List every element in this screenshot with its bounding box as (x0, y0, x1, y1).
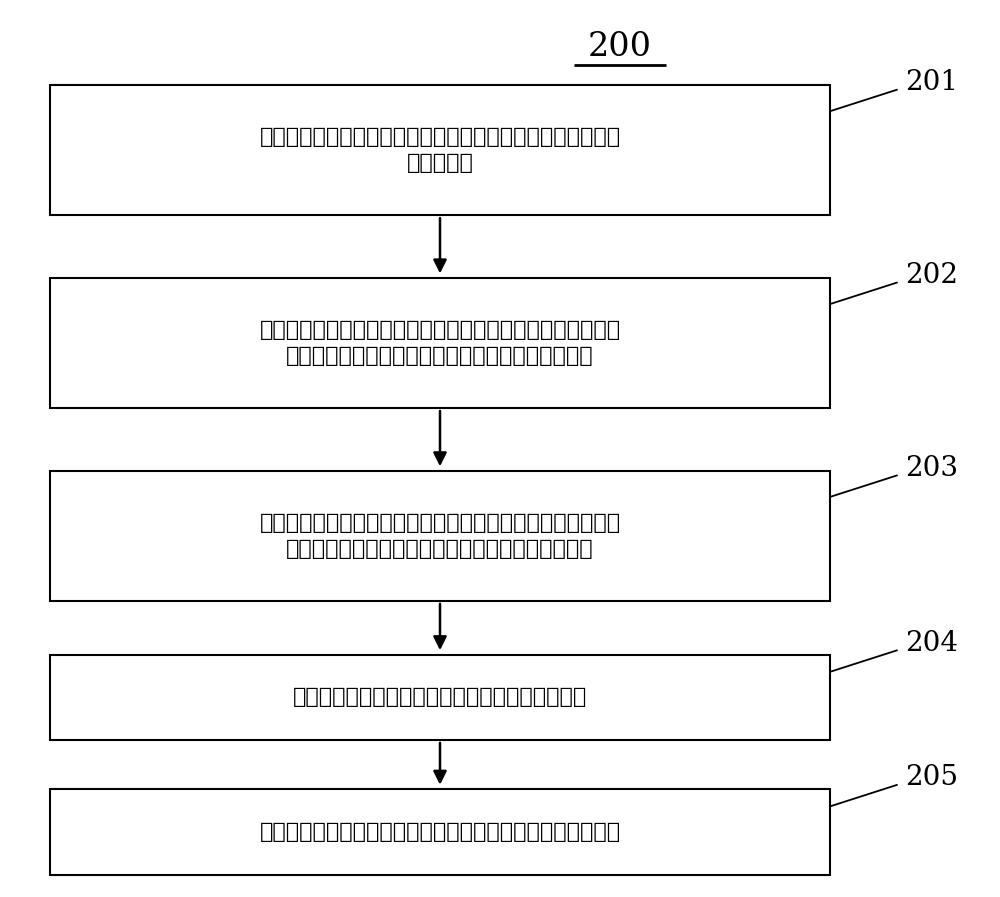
FancyBboxPatch shape (50, 85, 830, 215)
Text: 202: 202 (905, 262, 958, 289)
Text: 获取预先规划出的目标无人搬运车在下一时刻的规划位置坐标
，基于规划位置坐标和预测位置坐标，确定位置误差: 获取预先规划出的目标无人搬运车在下一时刻的规划位置坐标 ，基于规划位置坐标和预测… (259, 513, 621, 559)
FancyBboxPatch shape (50, 655, 830, 740)
Text: 204: 204 (905, 630, 958, 657)
Text: 基于目标位置坐标，向目标无人搬运车的驱动器发送驱动信息: 基于目标位置坐标，向目标无人搬运车的驱动器发送驱动信息 (259, 822, 621, 842)
Text: 200: 200 (588, 31, 652, 64)
Text: 203: 203 (905, 455, 958, 482)
FancyBboxPatch shape (50, 471, 830, 601)
FancyBboxPatch shape (50, 789, 830, 875)
Text: 205: 205 (905, 764, 958, 791)
Text: 基于位置误差和实际位置坐标，确定目标位置坐标: 基于位置误差和实际位置坐标，确定目标位置坐标 (293, 687, 587, 708)
Text: 201: 201 (905, 69, 958, 96)
Text: 基于实际位置坐标和偏转角度，利用龙格库塔算法，预测目标
无人搬运车在下一时刻的位置坐标作为预测位置坐标: 基于实际位置坐标和偏转角度，利用龙格库塔算法，预测目标 无人搬运车在下一时刻的位… (259, 320, 621, 366)
FancyBboxPatch shape (50, 278, 830, 408)
Text: 获取目标无人搬运车当前时刻在预设坐标系下的实际位置坐标
和偏转角度: 获取目标无人搬运车当前时刻在预设坐标系下的实际位置坐标 和偏转角度 (259, 127, 621, 173)
